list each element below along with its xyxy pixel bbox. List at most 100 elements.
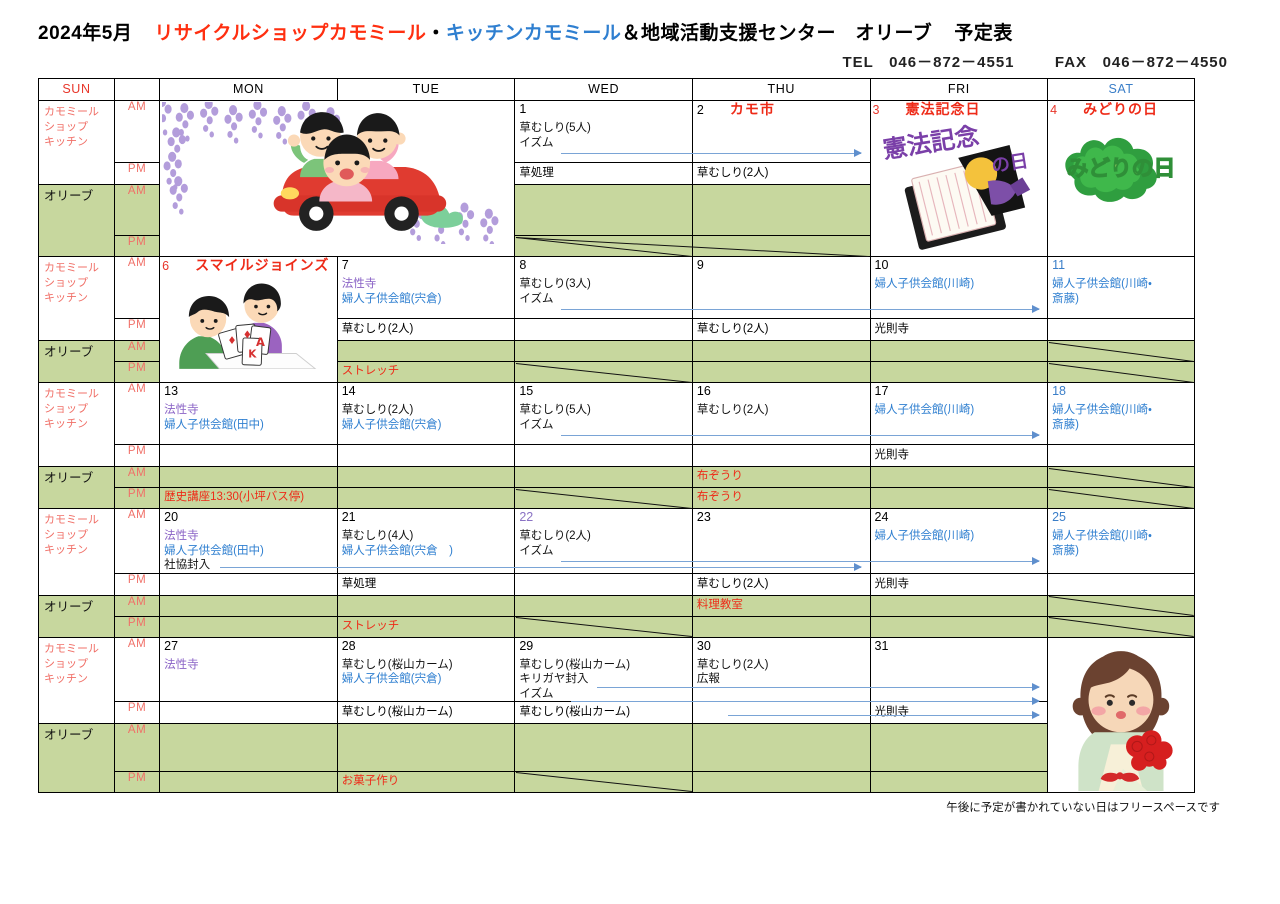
olive-pm-cell[interactable]	[869, 770, 1049, 793]
day-pm-cell[interactable]: 光則寺	[869, 444, 1049, 468]
olive-pm-cell[interactable]: 歴史講座13:30(小坪バス停)	[159, 487, 338, 510]
day-cell[interactable]: 11 婦人子供会館(川崎・ 斎藤)	[1047, 256, 1195, 320]
olive-pm-cell[interactable]	[869, 361, 1049, 384]
day-pm-cell[interactable]	[691, 701, 871, 725]
day-cell[interactable]: 30 草むしり(2人) 広報	[691, 636, 871, 703]
olive-pm-cell[interactable]	[1047, 615, 1195, 638]
day-pm-cell[interactable]	[336, 444, 516, 468]
olive-pm-cell[interactable]: 布ぞうり	[691, 487, 871, 510]
olive-pm-cell[interactable]	[869, 487, 1049, 510]
day-cell[interactable]: 8 草むしり(3人) イズム	[514, 256, 693, 320]
olive-am-cell[interactable]	[336, 466, 516, 489]
olive-am-cell[interactable]	[159, 594, 338, 617]
olive-pm-cell[interactable]	[691, 615, 871, 638]
day-cell[interactable]	[1047, 636, 1195, 793]
day-cell[interactable]: 9	[691, 256, 871, 320]
day-cell[interactable]: 7 法性寺 婦人子供会館(宍倉)	[336, 256, 516, 320]
olive-am-cell[interactable]	[1047, 594, 1195, 617]
olive-am-cell[interactable]	[1047, 340, 1195, 363]
olive-pm-cell[interactable]	[336, 487, 516, 510]
day-pm-cell[interactable]: 草処理	[514, 162, 693, 185]
day-cell[interactable]: 31	[869, 636, 1049, 703]
olive-am-cell[interactable]	[1047, 466, 1195, 489]
day-cell[interactable]: 29 草むしり(桜山カーム) キリガヤ封入 イズム	[514, 636, 693, 703]
day-cell[interactable]: 3 憲法記念日 憲法記念 の日	[869, 99, 1049, 258]
olive-pm-cell[interactable]	[1047, 361, 1195, 384]
olive-pm-cell[interactable]	[691, 361, 871, 384]
day-cell[interactable]: 16 草むしり(2人)	[691, 382, 871, 446]
day-pm-cell[interactable]	[514, 572, 693, 596]
olive-am-cell[interactable]	[514, 466, 693, 489]
day-cell[interactable]: 10 婦人子供会館(川崎)	[869, 256, 1049, 320]
olive-pm-cell[interactable]	[514, 487, 693, 510]
olive-pm-cell[interactable]: ストレッチ	[336, 361, 516, 384]
olive-am-cell[interactable]	[159, 723, 338, 772]
olive-am-cell[interactable]	[336, 594, 516, 617]
day-pm-cell[interactable]: 光則寺	[869, 572, 1049, 596]
olive-am-cell[interactable]	[691, 723, 871, 772]
olive-am-cell[interactable]	[691, 340, 871, 363]
day-pm-cell[interactable]: 草処理	[336, 572, 516, 596]
day-pm-cell[interactable]: 草むしり(2人)	[336, 318, 516, 342]
olive-am-cell[interactable]	[869, 594, 1049, 617]
day-cell[interactable]: 21 草むしり(4人) 婦人子供会館(宍倉 )	[336, 508, 516, 574]
olive-am-cell[interactable]	[514, 594, 693, 617]
day-pm-cell[interactable]: 草むしり(2人)	[691, 572, 871, 596]
day-pm-cell[interactable]	[1047, 572, 1195, 596]
day-cell[interactable]: 23	[691, 508, 871, 574]
olive-am-cell[interactable]	[869, 723, 1049, 772]
day-pm-cell[interactable]	[691, 444, 871, 468]
olive-am-cell[interactable]	[869, 466, 1049, 489]
day-cell[interactable]: 18 婦人子供会館(川崎・ 斎藤)	[1047, 382, 1195, 446]
day-cell[interactable]: 2 カモ市	[691, 100, 871, 163]
olive-pm-cell[interactable]	[159, 770, 338, 793]
day-cell[interactable]: 24 婦人子供会館(川崎)	[869, 508, 1049, 574]
day-cell[interactable]: 17 婦人子供会館(川崎)	[869, 382, 1049, 446]
day-cell[interactable]: 22 草むしり(2人) イズム	[514, 508, 693, 574]
day-pm-cell[interactable]: 光則寺	[869, 318, 1049, 342]
olive-am-cell[interactable]: 布ぞうり	[691, 466, 871, 489]
olive-am-cell[interactable]	[336, 340, 516, 363]
day-cell[interactable]: 14 草むしり(2人) 婦人子供会館(宍倉)	[336, 382, 516, 446]
olive-am-cell[interactable]	[336, 723, 516, 772]
day-cell[interactable]: 27 法性寺	[159, 636, 338, 703]
olive-pm-cell[interactable]	[514, 770, 693, 793]
olive-am-cell[interactable]	[514, 340, 693, 363]
olive-am-cell[interactable]	[514, 723, 693, 772]
day-cell[interactable]: 4 みどりの日 みどりの日	[1047, 99, 1195, 258]
olive-pm-cell[interactable]	[514, 361, 693, 384]
day-cell[interactable]: 15 草むしり(5人) イズム	[514, 382, 693, 446]
olive-pm-cell[interactable]	[159, 615, 338, 638]
olive-pm-cell[interactable]: お菓子作り	[336, 770, 516, 793]
day-pm-cell[interactable]: 草むしり(桜山カーム)	[336, 701, 516, 725]
olive-am-cell[interactable]: 料理教室	[691, 594, 871, 617]
olive-am-cell[interactable]	[869, 340, 1049, 363]
olive-pm-cell[interactable]	[869, 615, 1049, 638]
day-pm-cell[interactable]	[159, 572, 338, 596]
olive-pm-cell[interactable]: ストレッチ	[336, 615, 516, 638]
day-cell[interactable]: 28 草むしり(桜山カーム) 婦人子供会館(宍倉)	[336, 636, 516, 703]
day-pm-cell[interactable]: 草むしり(桜山カーム)	[514, 701, 693, 725]
day-pm-cell[interactable]	[1047, 444, 1195, 468]
olive-am-cell[interactable]	[159, 466, 338, 489]
olive-am-cell[interactable]	[691, 183, 871, 237]
day-cell[interactable]: 25 婦人子供会館(川崎・ 斎藤)	[1047, 508, 1195, 574]
day-pm-cell[interactable]: 光則寺	[869, 701, 1049, 725]
day-pm-cell[interactable]	[514, 444, 693, 468]
day-cell[interactable]: 6 スマイルジョインズ A K	[159, 256, 338, 384]
olive-pm-cell[interactable]	[514, 615, 693, 638]
day-pm-cell[interactable]: 草むしり(2人)	[691, 318, 871, 342]
day-cell[interactable]: 13 法性寺 婦人子供会館(田中)	[159, 382, 338, 446]
olive-pm-cell[interactable]	[514, 235, 693, 258]
day-pm-cell[interactable]	[159, 444, 338, 468]
olive-pm-cell[interactable]	[691, 235, 871, 258]
day-pm-cell[interactable]	[159, 701, 338, 725]
olive-pm-cell[interactable]	[691, 770, 871, 793]
olive-pm-cell[interactable]	[1047, 487, 1195, 510]
day-pm-cell[interactable]	[1047, 318, 1195, 342]
day-pm-cell[interactable]: 草むしり(2人)	[691, 162, 871, 185]
day-cell[interactable]: 1 草むしり(5人) イズム	[514, 100, 693, 163]
day-cell[interactable]	[159, 99, 516, 258]
day-pm-cell[interactable]	[514, 318, 693, 342]
day-cell[interactable]: 20 法性寺 婦人子供会館(田中) 社協封入	[159, 508, 338, 574]
